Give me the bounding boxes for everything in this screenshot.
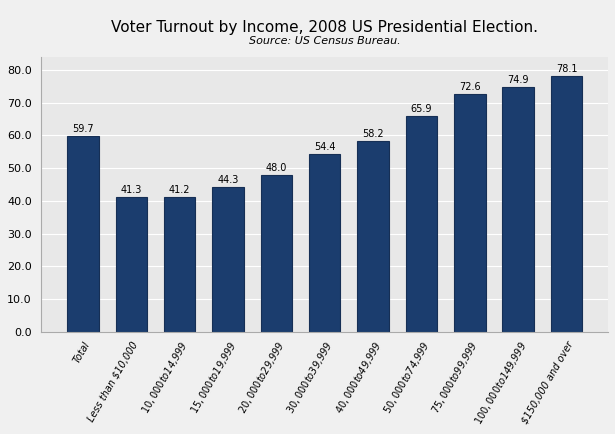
Bar bbox=[164, 197, 196, 332]
Text: 48.0: 48.0 bbox=[266, 163, 287, 173]
Bar bbox=[261, 175, 292, 332]
Bar bbox=[454, 94, 486, 332]
Bar bbox=[116, 197, 147, 332]
Text: 41.3: 41.3 bbox=[121, 185, 142, 195]
Text: 41.2: 41.2 bbox=[169, 185, 191, 195]
Text: 58.2: 58.2 bbox=[362, 129, 384, 139]
Bar bbox=[357, 141, 389, 332]
Bar bbox=[309, 154, 341, 332]
Text: 54.4: 54.4 bbox=[314, 142, 336, 152]
Title: Voter Turnout by Income, 2008 US Presidential Election.: Voter Turnout by Income, 2008 US Preside… bbox=[111, 20, 538, 35]
Text: 72.6: 72.6 bbox=[459, 82, 481, 92]
Bar bbox=[212, 187, 244, 332]
Bar bbox=[502, 87, 534, 332]
Bar bbox=[67, 136, 98, 332]
Text: 59.7: 59.7 bbox=[72, 125, 93, 135]
Text: 74.9: 74.9 bbox=[507, 75, 529, 85]
Bar bbox=[551, 76, 582, 332]
Text: 78.1: 78.1 bbox=[556, 64, 577, 74]
Bar bbox=[406, 116, 437, 332]
Text: 44.3: 44.3 bbox=[217, 175, 239, 185]
Text: 65.9: 65.9 bbox=[411, 104, 432, 114]
Text: Source: US Census Bureau.: Source: US Census Bureau. bbox=[249, 36, 400, 46]
